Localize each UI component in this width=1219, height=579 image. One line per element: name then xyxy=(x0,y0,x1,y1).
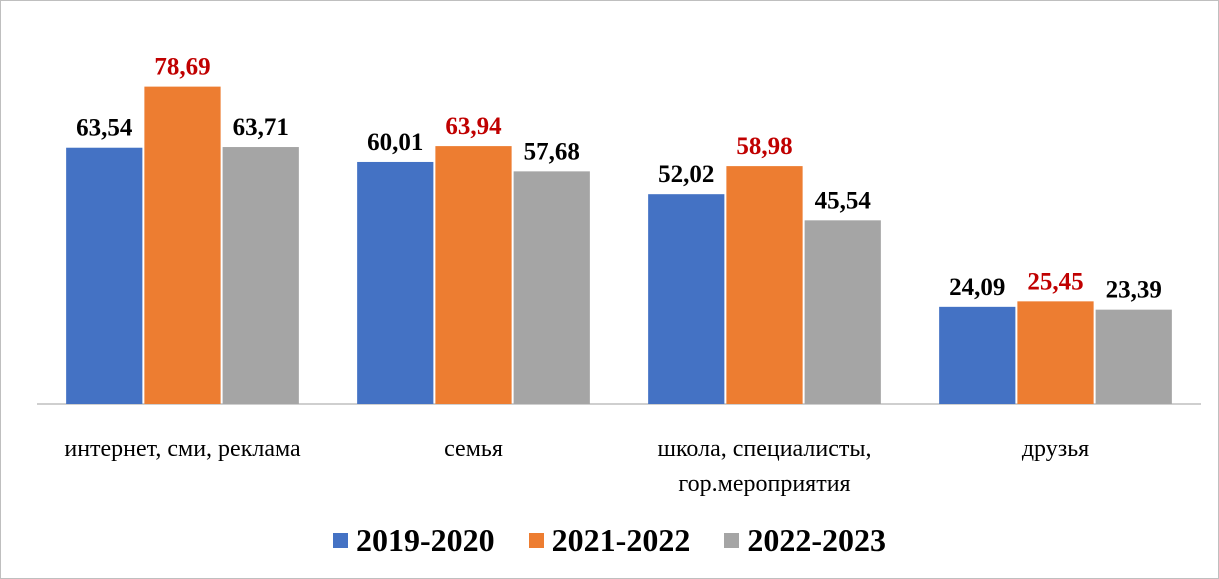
bar xyxy=(1017,301,1094,404)
bar xyxy=(66,147,143,405)
legend-label: 2022-2023 xyxy=(747,522,886,558)
legend-label: 2021-2022 xyxy=(551,522,691,558)
x-tick-label: школа, специалисты, гор.мероприятия xyxy=(657,436,872,497)
value-label: 25,45 xyxy=(1027,268,1083,295)
bar xyxy=(804,220,881,404)
value-label: 63,54 xyxy=(76,115,133,142)
legend: 2019-2020 2021-2022 2022-2023 xyxy=(0,522,1219,559)
x-tick-label: друзья xyxy=(1021,436,1090,462)
bar xyxy=(222,147,299,405)
value-label: 52,02 xyxy=(658,161,714,188)
bar xyxy=(939,306,1016,404)
value-label: 63,94 xyxy=(445,113,502,140)
legend-swatch xyxy=(724,533,740,548)
value-label: 23,39 xyxy=(1106,277,1162,304)
value-label: 58,98 xyxy=(736,133,792,160)
x-tick-label: семья xyxy=(444,436,503,462)
legend-swatch xyxy=(333,533,349,548)
legend-swatch xyxy=(528,533,544,548)
value-label: 45,54 xyxy=(815,187,872,214)
bar xyxy=(726,166,803,404)
x-tick-label: интернет, сми, реклама xyxy=(64,436,301,462)
bar xyxy=(1095,309,1172,404)
legend-item: 2022-2023 xyxy=(724,522,886,559)
legend-item: 2021-2022 xyxy=(528,522,691,559)
value-label: 57,68 xyxy=(524,138,580,165)
bar xyxy=(357,161,434,404)
value-label: 60,01 xyxy=(367,129,423,156)
bar xyxy=(648,194,725,404)
legend-label: 2019-2020 xyxy=(356,522,495,558)
legend-item: 2019-2020 xyxy=(333,522,495,559)
bar xyxy=(144,86,221,404)
value-label: 78,69 xyxy=(154,54,210,81)
value-label: 24,09 xyxy=(949,274,1005,301)
value-label: 63,71 xyxy=(233,114,289,141)
bar xyxy=(513,171,590,404)
bar xyxy=(435,146,512,404)
